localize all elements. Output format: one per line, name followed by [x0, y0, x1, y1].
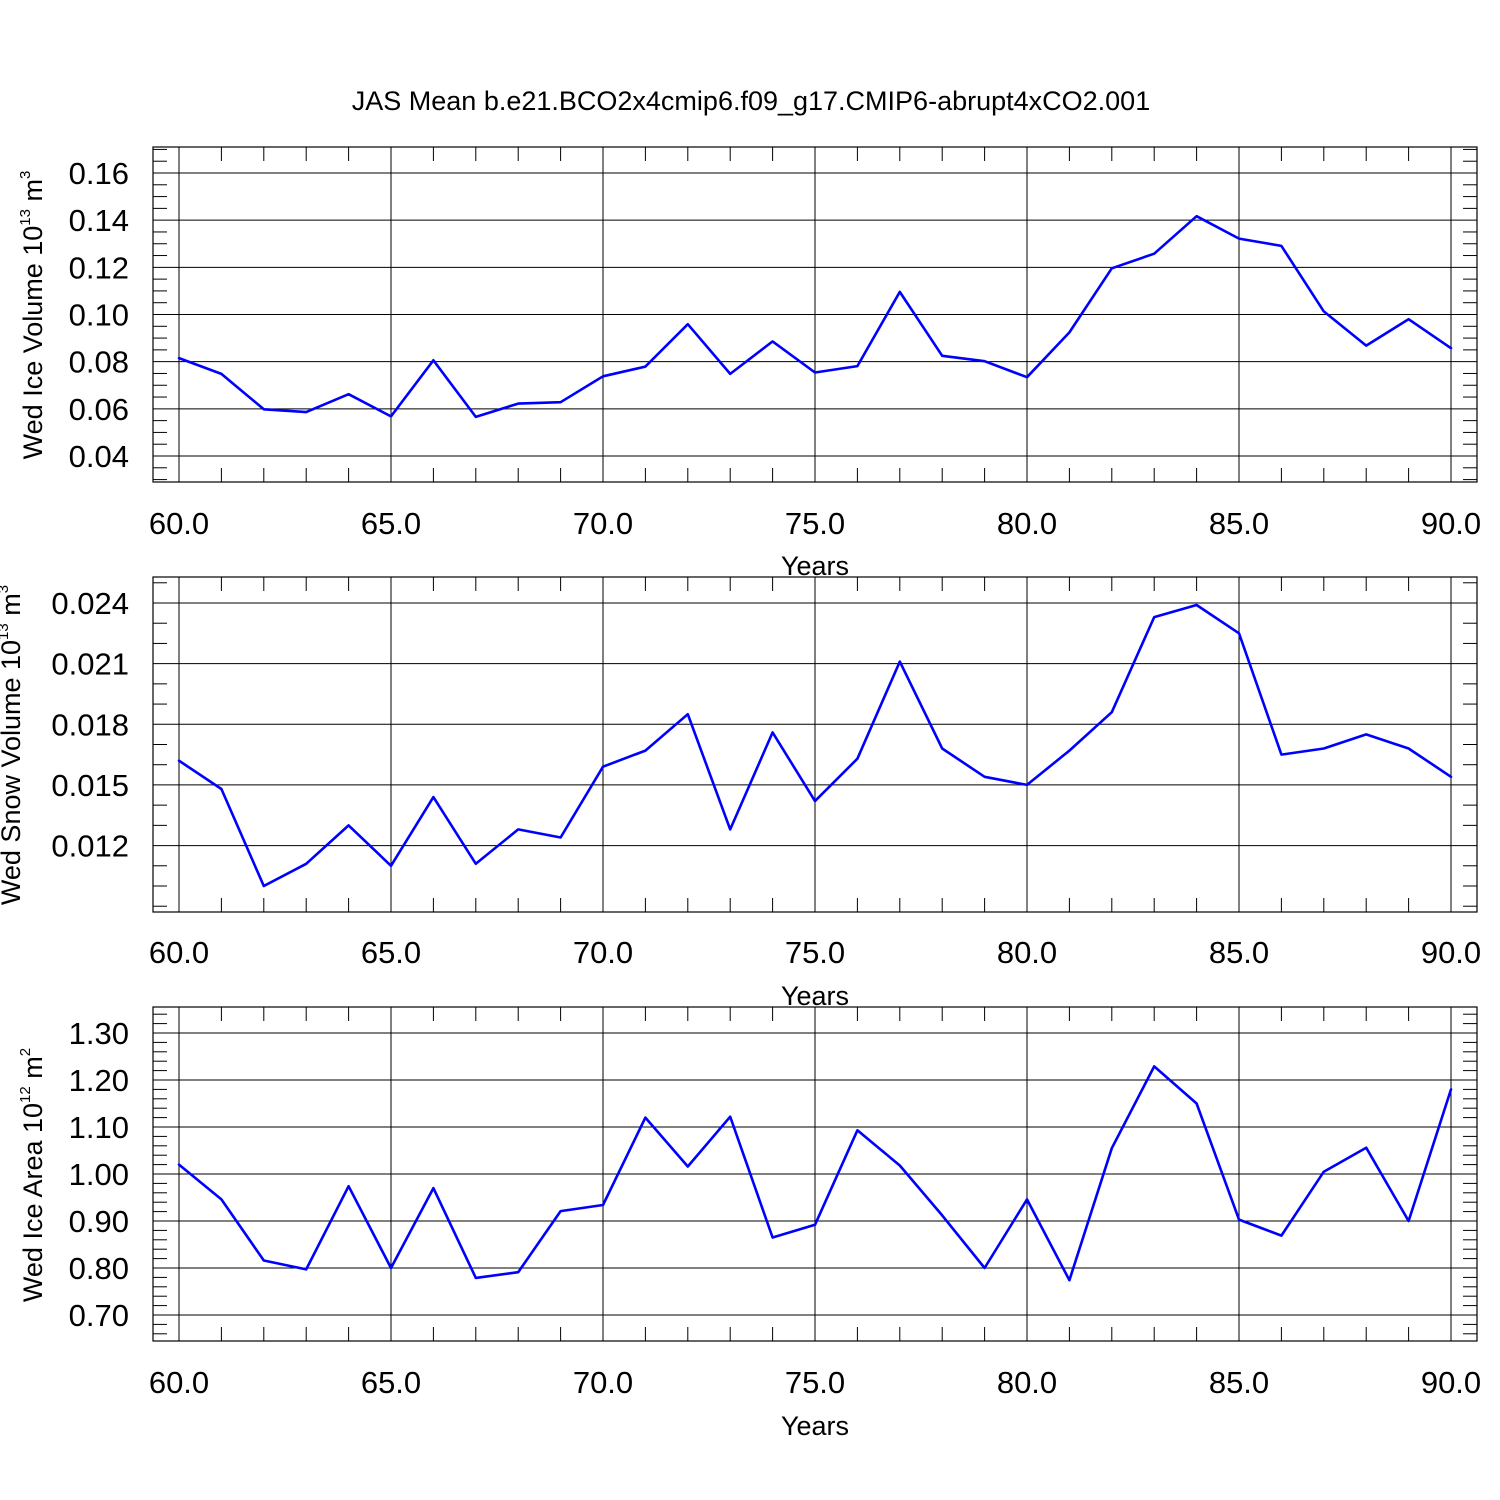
- x-tick-label: 85.0: [1209, 506, 1269, 541]
- series-line: [177, 603, 1453, 888]
- y-tick-label: 0.012: [51, 829, 129, 864]
- series-line: [177, 1065, 1453, 1282]
- y-tick-label: 1.10: [69, 1110, 129, 1145]
- y-tick-label: 1.20: [69, 1063, 129, 1098]
- y-tick-label: 0.12: [69, 250, 129, 285]
- x-tick-label: 75.0: [785, 935, 845, 970]
- y-axis-label-superscript: 12: [17, 1086, 34, 1103]
- series-line: [177, 214, 1453, 419]
- y-tick-label: 0.024: [51, 586, 129, 621]
- figure-title: JAS Mean b.e21.BCO2x4cmip6.f09_g17.CMIP6…: [352, 86, 1150, 116]
- y-tick-label: 0.10: [69, 298, 129, 333]
- x-tick-label: 85.0: [1209, 1365, 1269, 1400]
- panel-snow-volume: 0.012 0.015 0.018 0.021 0.024 60.0 65.0 70.0 75.…: [0, 576, 1481, 1011]
- y-axis-label-part: Wed Ice Volume 10: [18, 226, 48, 460]
- x-tick-label: 80.0: [997, 935, 1057, 970]
- x-tick-label: 65.0: [361, 935, 421, 970]
- y-axis-label-part: Wed Snow Volume 10: [0, 640, 26, 905]
- y-axis-label-part: m: [18, 1056, 48, 1086]
- x-tick-label: 80.0: [997, 506, 1057, 541]
- x-tick-label: 90.0: [1421, 506, 1481, 541]
- y-tick-label: 0.04: [69, 439, 129, 474]
- y-tick-label: 0.018: [51, 707, 129, 742]
- x-tick-label: 60.0: [149, 935, 209, 970]
- x-tick-label: 65.0: [361, 1365, 421, 1400]
- y-axis-label-part: m: [18, 179, 48, 209]
- y-tick-label: 0.021: [51, 647, 129, 682]
- y-tick-label: 0.08: [69, 345, 129, 380]
- y-tick-label: 0.80: [69, 1251, 129, 1286]
- y-axis-label: Wed Ice Area 1012 m2: [17, 1048, 48, 1302]
- x-axis-label: Years: [781, 551, 849, 581]
- y-axis-label: Wed Ice Volume 1013 m3: [17, 171, 48, 460]
- x-tick-label: 60.0: [149, 506, 209, 541]
- x-axis-label: Years: [781, 981, 849, 1011]
- y-axis-label-part: Wed Ice Area 10: [18, 1103, 48, 1302]
- y-tick-label: 1.00: [69, 1157, 129, 1192]
- y-axis-label-superscript: 2: [17, 1048, 34, 1056]
- x-tick-label: 70.0: [573, 935, 633, 970]
- y-axis-label-superscript: 13: [17, 209, 34, 226]
- x-tick-label: 85.0: [1209, 935, 1269, 970]
- y-tick-label: 0.90: [69, 1204, 129, 1239]
- x-axis-label: Years: [781, 1411, 849, 1441]
- panel-ice-area: 0.70 0.80 0.90 1.00 1.10 1.20 1.30 60.0 65.0 70.0…: [17, 1006, 1481, 1441]
- y-tick-label: 0.14: [69, 203, 129, 238]
- x-tick-label: 70.0: [573, 506, 633, 541]
- panel-ice-volume: 0.04 0.06 0.08 0.10 0.12 0.14 0.16 60.0 65.0 70.0…: [17, 146, 1481, 581]
- y-tick-label: 0.70: [69, 1298, 129, 1333]
- y-axis-label-superscript: 13: [0, 623, 12, 640]
- x-tick-label: 70.0: [573, 1365, 633, 1400]
- x-tick-label: 75.0: [785, 506, 845, 541]
- x-tick-label: 60.0: [149, 1365, 209, 1400]
- y-tick-label: 0.015: [51, 768, 129, 803]
- y-axis-label-superscript: 3: [0, 585, 12, 593]
- y-axis-label-part: m: [0, 593, 26, 623]
- x-tick-label: 80.0: [997, 1365, 1057, 1400]
- x-tick-label: 65.0: [361, 506, 421, 541]
- y-tick-label: 1.30: [69, 1016, 129, 1051]
- x-tick-label: 75.0: [785, 1365, 845, 1400]
- y-axis-label: Wed Snow Volume 1013 m3: [0, 585, 26, 905]
- x-tick-label: 90.0: [1421, 1365, 1481, 1400]
- y-axis-label-superscript: 3: [17, 171, 34, 179]
- y-tick-label: 0.06: [69, 392, 129, 427]
- x-tick-label: 90.0: [1421, 935, 1481, 970]
- y-tick-label: 0.16: [69, 156, 129, 191]
